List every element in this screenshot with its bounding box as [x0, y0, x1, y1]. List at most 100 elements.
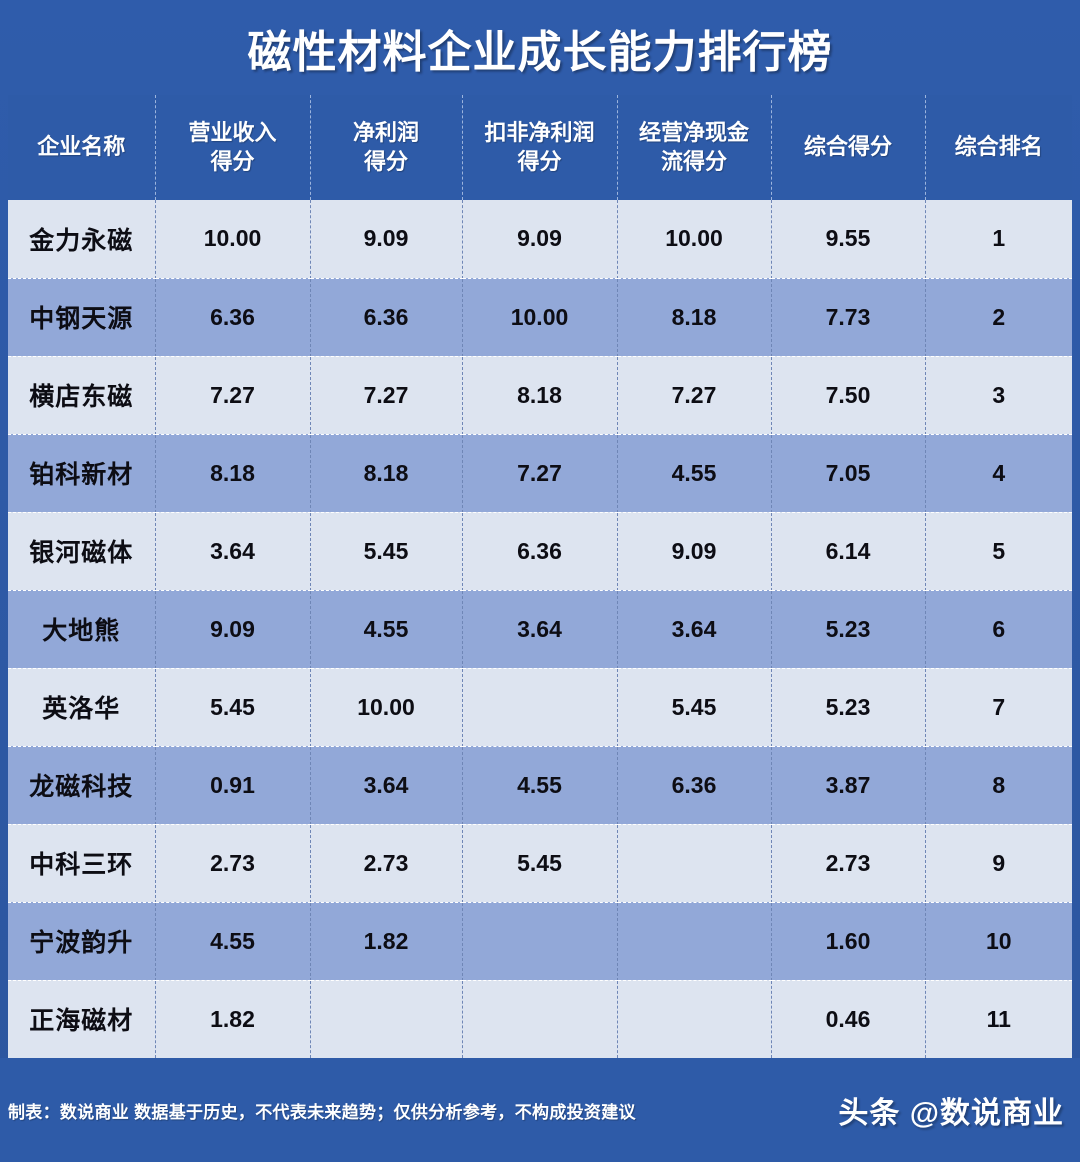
cell-profit-score: [310, 980, 463, 1058]
column-header-operating-cashflow-line2: 流得分: [660, 148, 727, 174]
cell-cashflow-score: [617, 824, 772, 903]
table-row: 宁波韵升 4.55 1.82 1.60 10: [8, 902, 1072, 981]
cell-revenue-score: 4.55: [155, 902, 311, 981]
cell-adjusted-profit-score: [462, 980, 618, 1058]
cell-adjusted-profit-score: 7.27: [462, 434, 618, 513]
page-title: 磁性材料企业成长能力排行榜: [247, 27, 833, 77]
cell-revenue-score: 5.45: [155, 668, 311, 747]
table-header-row: 企业名称 营业收入 得分 净利润 得分 扣非净利润 得分: [8, 95, 1072, 200]
column-header-operating-cashflow-line1: 经营净现金: [638, 120, 749, 146]
table-row: 银河磁体 3.64 5.45 6.36 9.09 6.14 5: [8, 512, 1072, 591]
cell-cashflow-score: 8.18: [617, 278, 772, 357]
cell-total-score: 9.55: [771, 200, 926, 279]
cell-cashflow-score: [617, 902, 772, 981]
cell-overall-rank: 11: [925, 980, 1072, 1058]
cell-company-name: 宁波韵升: [8, 902, 156, 981]
cell-revenue-score: 9.09: [155, 590, 311, 669]
cell-total-score: 7.73: [771, 278, 926, 357]
table-header: 企业名称 营业收入 得分 净利润 得分 扣非净利润 得分: [8, 95, 1072, 200]
cell-revenue-score: 10.00: [155, 200, 311, 279]
cell-company-name: 金力永磁: [8, 200, 156, 279]
cell-profit-score: 7.27: [310, 356, 463, 435]
watermark-logo: 头条 @数说商业: [838, 1097, 1064, 1130]
cell-adjusted-profit-score: 3.64: [462, 590, 618, 669]
cell-profit-score: 1.82: [310, 902, 463, 981]
ranking-table: 企业名称 营业收入 得分 净利润 得分 扣非净利润 得分: [8, 95, 1072, 1058]
cell-company-name: 英洛华: [8, 668, 156, 747]
cell-total-score: 0.46: [771, 980, 926, 1058]
cell-adjusted-profit-score: 5.45: [462, 824, 618, 903]
title-bar: 磁性材料企业成长能力排行榜: [0, 0, 1080, 95]
cell-revenue-score: 7.27: [155, 356, 311, 435]
cell-profit-score: 5.45: [310, 512, 463, 591]
cell-revenue-score: 8.18: [155, 434, 311, 513]
column-header-revenue: 营业收入 得分: [155, 95, 311, 200]
cell-total-score: 5.23: [771, 668, 926, 747]
cell-adjusted-profit-score: [462, 902, 618, 981]
table-row: 横店东磁 7.27 7.27 8.18 7.27 7.50 3: [8, 356, 1072, 435]
cell-company-name: 龙磁科技: [8, 746, 156, 825]
column-header-name-line1: 企业名称: [37, 134, 126, 160]
cell-overall-rank: 10: [925, 902, 1072, 981]
cell-revenue-score: 6.36: [155, 278, 311, 357]
cell-overall-rank: 6: [925, 590, 1072, 669]
cell-adjusted-profit-score: 8.18: [462, 356, 618, 435]
column-header-adjusted-profit: 扣非净利润 得分: [462, 95, 618, 200]
cell-company-name: 横店东磁: [8, 356, 156, 435]
table-row: 大地熊 9.09 4.55 3.64 3.64 5.23 6: [8, 590, 1072, 669]
cell-cashflow-score: 10.00: [617, 200, 772, 279]
cell-company-name: 中科三环: [8, 824, 156, 903]
cell-profit-score: 3.64: [310, 746, 463, 825]
column-header-revenue-line1: 营业收入: [188, 120, 277, 146]
cell-total-score: 6.14: [771, 512, 926, 591]
cell-profit-score: 4.55: [310, 590, 463, 669]
cell-adjusted-profit-score: 6.36: [462, 512, 618, 591]
cell-profit-score: 8.18: [310, 434, 463, 513]
column-header-adjusted-profit-line1: 扣非净利润: [484, 120, 595, 146]
cell-overall-rank: 9: [925, 824, 1072, 903]
cell-cashflow-score: 3.64: [617, 590, 772, 669]
table-row: 龙磁科技 0.91 3.64 4.55 6.36 3.87 8: [8, 746, 1072, 825]
cell-company-name: 铂科新材: [8, 434, 156, 513]
cell-adjusted-profit-score: 4.55: [462, 746, 618, 825]
cell-total-score: 1.60: [771, 902, 926, 981]
table-body: 金力永磁 10.00 9.09 9.09 10.00 9.55 1 中钢天源 6…: [8, 200, 1072, 1058]
cell-cashflow-score: 5.45: [617, 668, 772, 747]
cell-overall-rank: 7: [925, 668, 1072, 747]
cell-profit-score: 6.36: [310, 278, 463, 357]
cell-revenue-score: 1.82: [155, 980, 311, 1058]
table-row: 英洛华 5.45 10.00 5.45 5.23 7: [8, 668, 1072, 747]
table-row: 正海磁材 1.82 0.46 11: [8, 980, 1072, 1058]
cell-overall-rank: 5: [925, 512, 1072, 591]
column-header-profit: 净利润 得分: [310, 95, 463, 200]
cell-company-name: 银河磁体: [8, 512, 156, 591]
column-header-total-score-line1: 综合得分: [803, 134, 892, 160]
cell-adjusted-profit-score: 10.00: [462, 278, 618, 357]
cell-profit-score: 2.73: [310, 824, 463, 903]
column-header-profit-line1: 净利润: [352, 120, 419, 146]
cell-total-score: 7.05: [771, 434, 926, 513]
cell-cashflow-score: 9.09: [617, 512, 772, 591]
column-header-profit-line2: 得分: [363, 148, 408, 174]
column-header-overall-rank-line1: 综合排名: [954, 134, 1043, 160]
table-row: 中科三环 2.73 2.73 5.45 2.73 9: [8, 824, 1072, 903]
cell-total-score: 3.87: [771, 746, 926, 825]
column-header-adjusted-profit-line2: 得分: [517, 148, 562, 174]
ranking-table-container: 企业名称 营业收入 得分 净利润 得分 扣非净利润 得分: [8, 95, 1072, 1058]
cell-company-name: 大地熊: [8, 590, 156, 669]
cell-total-score: 7.50: [771, 356, 926, 435]
cell-overall-rank: 3: [925, 356, 1072, 435]
cell-profit-score: 10.00: [310, 668, 463, 747]
cell-revenue-score: 3.64: [155, 512, 311, 591]
cell-cashflow-score: [617, 980, 772, 1058]
table-row: 金力永磁 10.00 9.09 9.09 10.00 9.55 1: [8, 200, 1072, 279]
column-header-operating-cashflow: 经营净现金 流得分: [617, 95, 772, 200]
cell-cashflow-score: 6.36: [617, 746, 772, 825]
cell-cashflow-score: 7.27: [617, 356, 772, 435]
cell-total-score: 2.73: [771, 824, 926, 903]
table-row: 铂科新材 8.18 8.18 7.27 4.55 7.05 4: [8, 434, 1072, 513]
cell-revenue-score: 2.73: [155, 824, 311, 903]
footer-bar: 制表：数说商业 数据基于历史，不代表未来趋势；仅供分析参考，不构成投资建议 头条…: [0, 1058, 1080, 1162]
cell-profit-score: 9.09: [310, 200, 463, 279]
